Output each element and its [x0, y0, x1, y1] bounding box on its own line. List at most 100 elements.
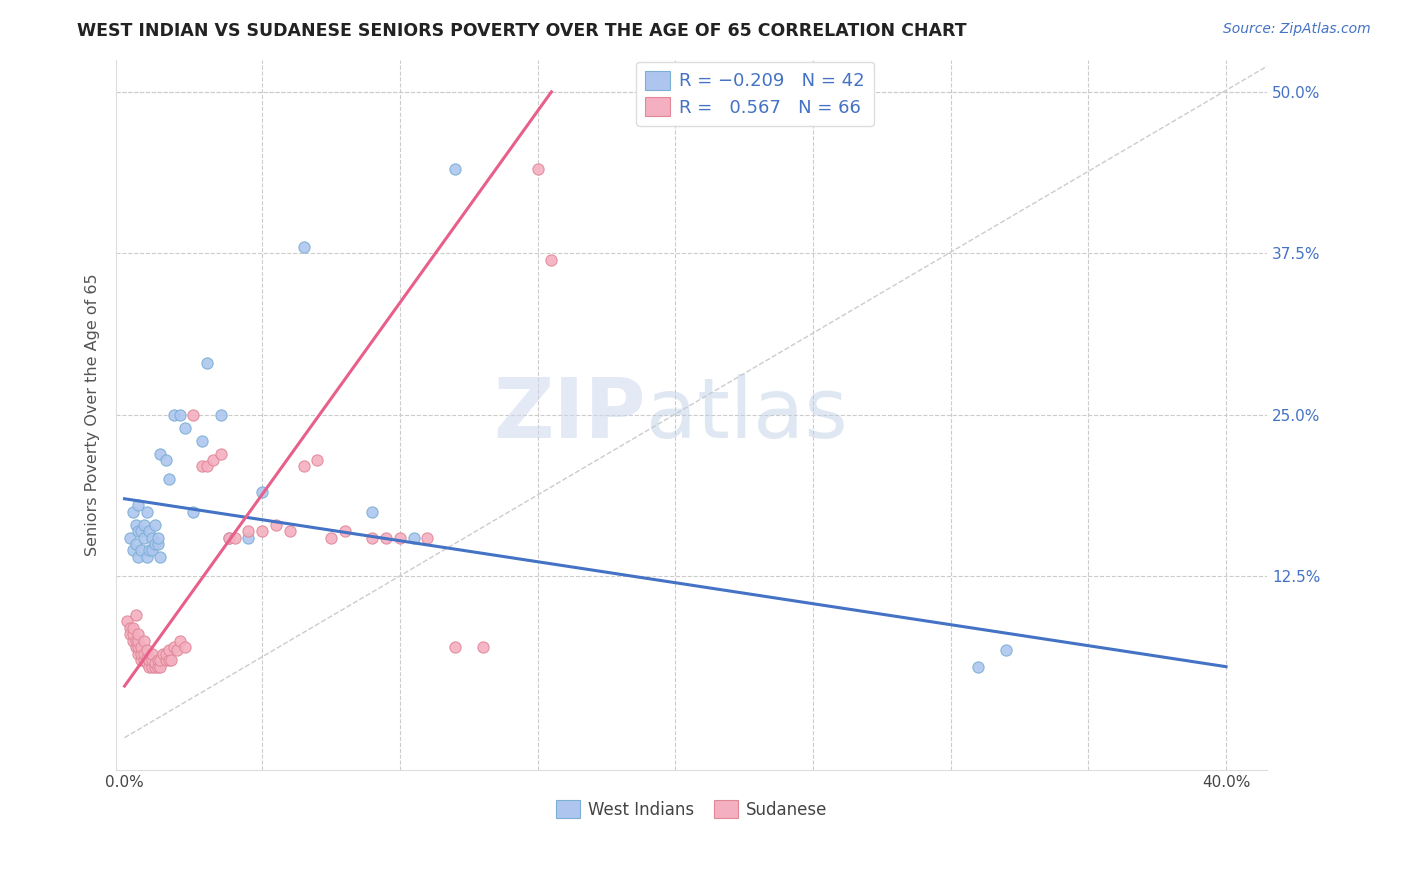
Point — [183, 505, 205, 519]
Point — [124, 607, 146, 622]
Point — [416, 531, 439, 545]
Point — [129, 524, 152, 538]
Point — [195, 356, 218, 370]
Point — [375, 531, 398, 545]
Legend: West Indians, Sudanese: West Indians, Sudanese — [550, 794, 834, 826]
Point — [143, 656, 166, 670]
Point — [471, 640, 494, 655]
Point — [146, 531, 169, 545]
Point — [174, 421, 197, 435]
Point — [157, 472, 180, 486]
Point — [129, 640, 152, 655]
Point — [166, 643, 188, 657]
Point — [292, 240, 315, 254]
Point — [994, 643, 1017, 657]
Point — [121, 627, 143, 641]
Point — [224, 531, 246, 545]
Point — [388, 531, 411, 545]
Point — [146, 537, 169, 551]
Point — [143, 517, 166, 532]
Point — [402, 531, 425, 545]
Point — [118, 531, 141, 545]
Point — [143, 659, 166, 673]
Text: ZIP: ZIP — [494, 375, 645, 455]
Point — [138, 543, 160, 558]
Point — [141, 543, 163, 558]
Point — [124, 640, 146, 655]
Point — [238, 524, 260, 538]
Point — [149, 549, 172, 564]
Point — [157, 653, 180, 667]
Point — [135, 656, 157, 670]
Point — [169, 408, 191, 422]
Point — [967, 659, 990, 673]
Point — [238, 531, 260, 545]
Y-axis label: Seniors Poverty Over the Age of 65: Seniors Poverty Over the Age of 65 — [86, 274, 100, 556]
Point — [444, 162, 467, 177]
Point — [129, 647, 152, 661]
Point — [163, 408, 186, 422]
Point — [526, 162, 548, 177]
Point — [127, 627, 149, 641]
Point — [135, 650, 157, 665]
Point — [163, 640, 186, 655]
Point — [135, 549, 157, 564]
Point — [124, 517, 146, 532]
Point — [292, 459, 315, 474]
Point — [141, 653, 163, 667]
Point — [132, 517, 155, 532]
Point — [218, 531, 240, 545]
Point — [127, 633, 149, 648]
Point — [143, 537, 166, 551]
Point — [252, 485, 274, 500]
Point — [218, 531, 240, 545]
Point — [127, 498, 149, 512]
Point — [141, 659, 163, 673]
Point — [121, 633, 143, 648]
Point — [146, 653, 169, 667]
Point — [132, 531, 155, 545]
Point — [319, 531, 342, 545]
Point — [307, 453, 329, 467]
Point — [135, 643, 157, 657]
Point — [333, 524, 356, 538]
Point — [278, 524, 301, 538]
Point — [135, 505, 157, 519]
Point — [132, 633, 155, 648]
Text: Source: ZipAtlas.com: Source: ZipAtlas.com — [1223, 22, 1371, 37]
Point — [118, 627, 141, 641]
Point — [121, 621, 143, 635]
Point — [121, 505, 143, 519]
Point — [160, 653, 183, 667]
Point — [361, 531, 384, 545]
Point — [155, 647, 177, 661]
Point — [149, 659, 172, 673]
Point — [132, 653, 155, 667]
Point — [127, 549, 149, 564]
Point — [132, 647, 155, 661]
Point — [201, 453, 224, 467]
Point — [174, 640, 197, 655]
Point — [129, 653, 152, 667]
Point — [152, 647, 174, 661]
Point — [540, 252, 562, 267]
Point — [127, 524, 149, 538]
Point — [141, 647, 163, 661]
Point — [190, 459, 212, 474]
Point — [252, 524, 274, 538]
Point — [209, 446, 232, 460]
Point — [149, 653, 172, 667]
Point — [157, 643, 180, 657]
Point — [121, 543, 143, 558]
Point — [190, 434, 212, 448]
Point — [169, 633, 191, 648]
Point — [155, 453, 177, 467]
Point — [138, 524, 160, 538]
Point — [141, 531, 163, 545]
Point — [146, 659, 169, 673]
Point — [118, 621, 141, 635]
Point — [124, 537, 146, 551]
Point — [138, 659, 160, 673]
Point — [117, 615, 139, 629]
Point — [149, 446, 172, 460]
